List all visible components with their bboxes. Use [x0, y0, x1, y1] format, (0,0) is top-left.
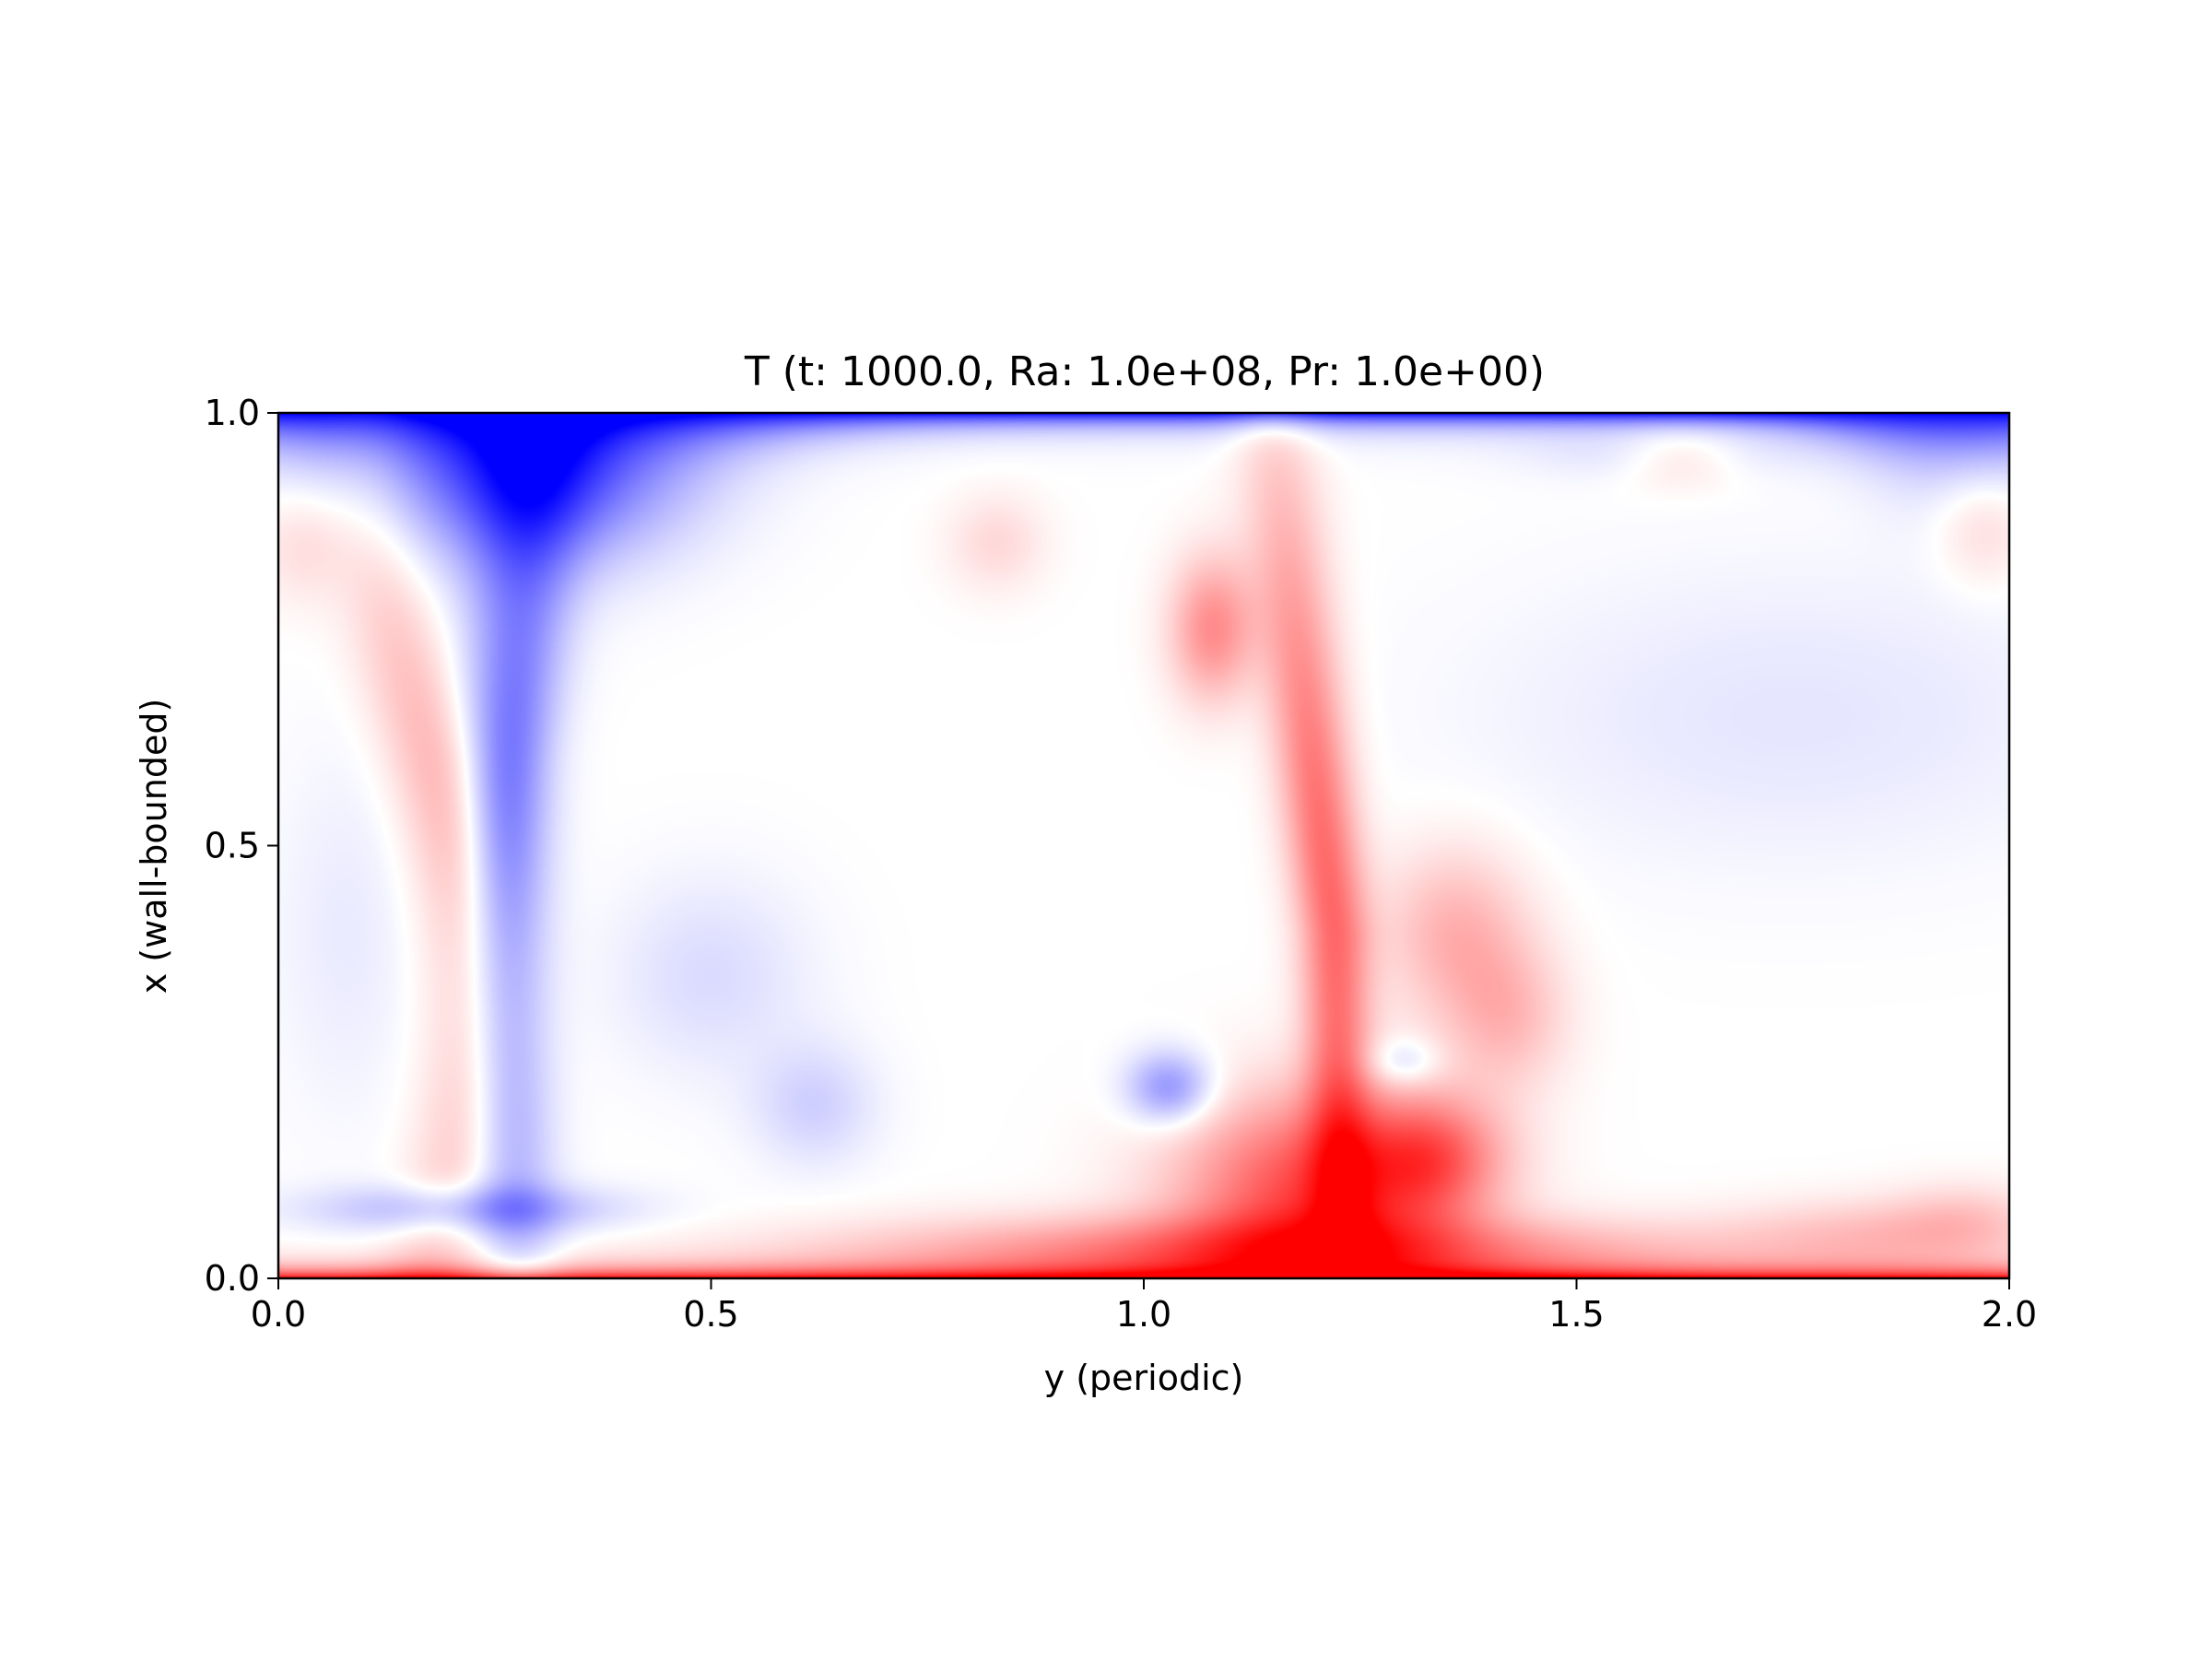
x-axis-label: y (periodic) — [1044, 1358, 1244, 1398]
y-tick-label: 1.0 — [205, 393, 260, 433]
chart-title: T (t: 1000.0, Ra: 1.0e+08, Pr: 1.0e+00) — [744, 348, 1545, 395]
x-tick-label: 2.0 — [1982, 1294, 2037, 1335]
x-tick-label: 1.0 — [1116, 1294, 1171, 1335]
x-tick-label: 1.5 — [1548, 1294, 1604, 1335]
y-tick-label: 0.5 — [205, 826, 260, 866]
plot-area — [276, 411, 2011, 1280]
y-axis-label: x (wall-bounded) — [134, 699, 174, 994]
x-tick-label: 0.5 — [683, 1294, 738, 1335]
y-axis: 0.0 0.5 1.0 — [205, 393, 278, 1299]
heatmap-image — [278, 413, 2009, 1278]
x-tick-label: 0.0 — [251, 1294, 306, 1335]
x-axis: 0.0 0.5 1.0 1.5 2.0 — [251, 1278, 2037, 1335]
y-tick-label: 0.0 — [205, 1258, 260, 1299]
heatmap-canvas — [278, 413, 2009, 1278]
